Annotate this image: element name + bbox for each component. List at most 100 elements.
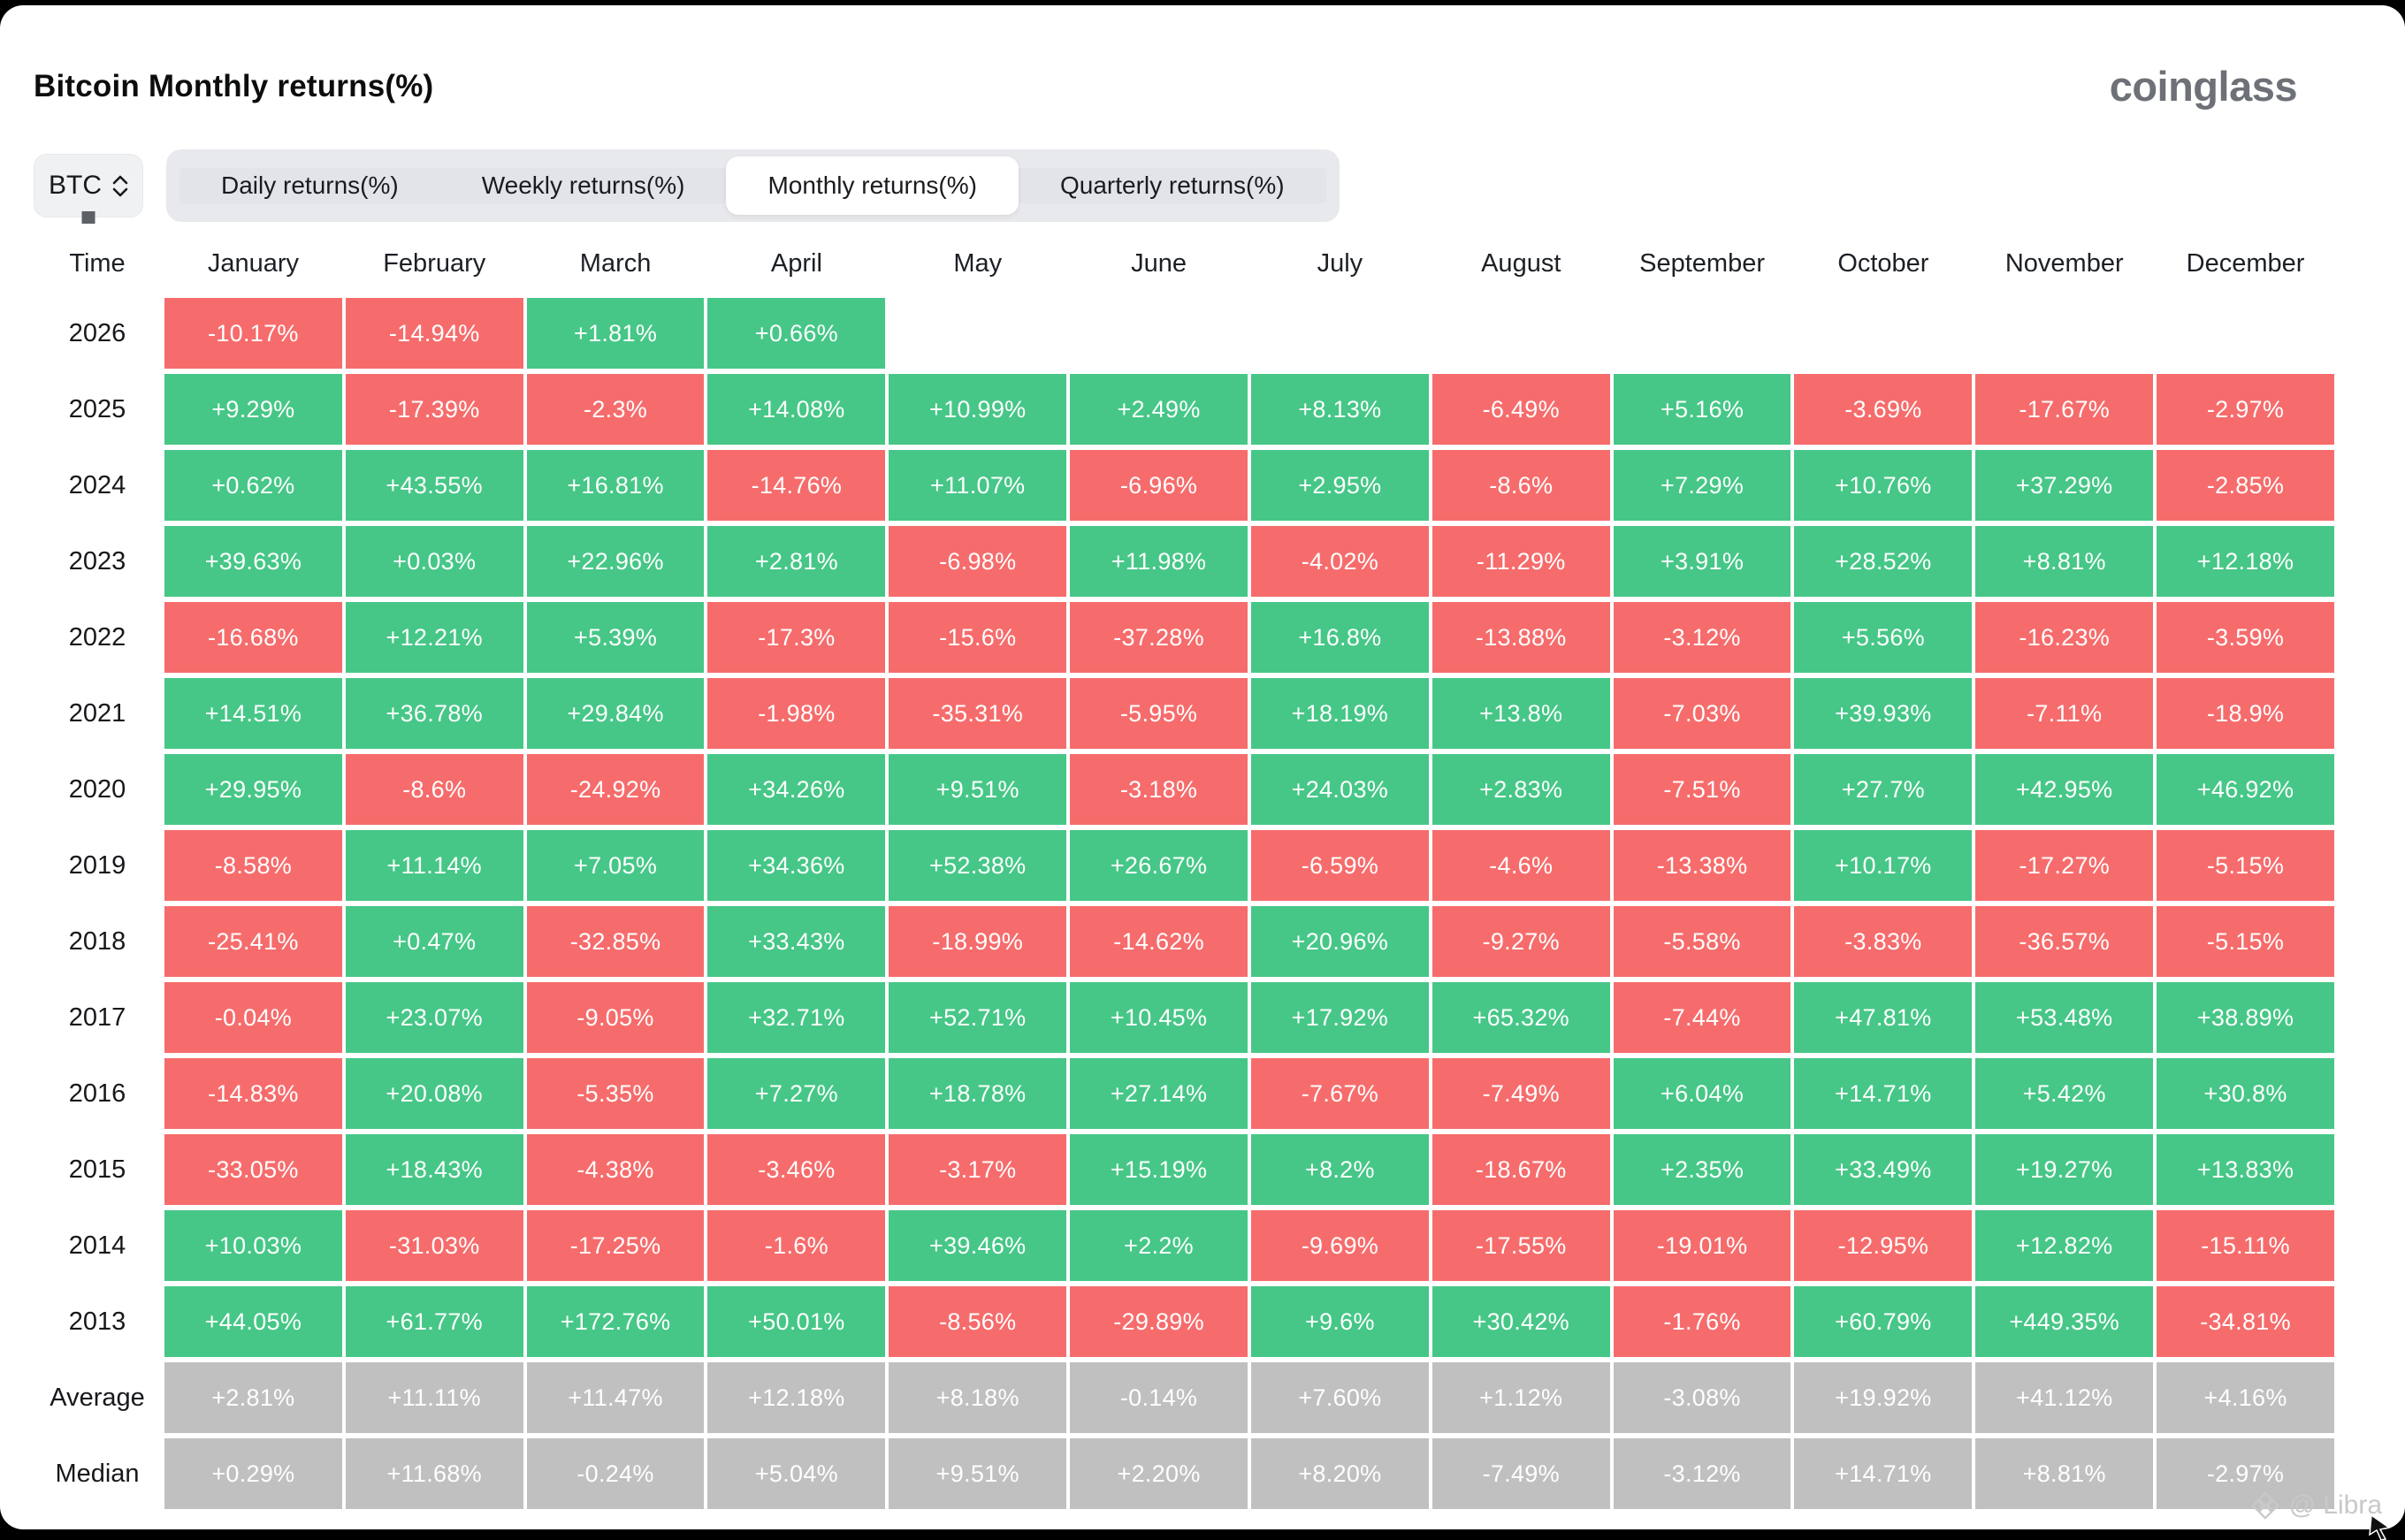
return-cell: -7.44% — [1613, 982, 1791, 1053]
return-cell: +43.55% — [345, 450, 523, 521]
return-cell: +11.14% — [345, 830, 523, 901]
return-cell: +38.89% — [2157, 982, 2334, 1053]
return-cell: -12.95% — [1794, 1210, 1973, 1281]
return-cell: -7.49% — [1432, 1058, 1610, 1129]
return-cell: +39.63% — [164, 526, 342, 597]
return-cell: +0.66% — [707, 298, 886, 369]
month-column-header: June — [1131, 248, 1187, 278]
return-cell: -3.83% — [1794, 906, 1973, 977]
return-cell: +29.95% — [164, 754, 342, 825]
return-cell: +19.92% — [1794, 1362, 1973, 1433]
return-cell: +10.99% — [889, 374, 1067, 445]
return-cell: +14.71% — [1794, 1058, 1973, 1129]
return-cell: +46.92% — [2157, 754, 2334, 825]
time-column-header: Time — [69, 248, 126, 278]
return-cell: -4.38% — [526, 1134, 705, 1205]
return-cell: -0.24% — [526, 1438, 705, 1509]
tab-quarterly[interactable]: Quarterly returns(%) — [1059, 172, 1285, 199]
coinglass-logo: coinglass — [2109, 63, 2298, 110]
returns-tabbar: Daily returns(%) Weekly returns(%) Monthly… — [166, 149, 1340, 222]
year-row-label: 2021 — [68, 698, 126, 728]
return-cell: -5.35% — [526, 1058, 705, 1129]
return-cell: +22.96% — [526, 526, 705, 597]
app-window: Bitcoin Monthly returns(%) coinglass BTC… — [0, 5, 2405, 1529]
return-cell: -34.81% — [2157, 1286, 2334, 1357]
return-cell: +33.43% — [707, 906, 886, 977]
return-cell: -3.46% — [707, 1134, 886, 1205]
return-cell: +0.29% — [164, 1438, 342, 1509]
tab-weekly[interactable]: Weekly returns(%) — [481, 172, 685, 199]
year-row-label: 2018 — [68, 926, 126, 956]
return-cell: +61.77% — [345, 1286, 523, 1357]
return-cell: -32.85% — [526, 906, 705, 977]
return-cell: -7.51% — [1613, 754, 1791, 825]
return-cell: +30.42% — [1432, 1286, 1610, 1357]
return-cell: -7.49% — [1432, 1438, 1610, 1509]
return-cell: -7.11% — [1975, 678, 2154, 749]
return-cell: -4.6% — [1432, 830, 1610, 901]
return-cell: -1.6% — [707, 1210, 886, 1281]
return-cell: -5.58% — [1613, 906, 1791, 977]
return-cell: +18.43% — [345, 1134, 523, 1205]
return-cell: +12.18% — [707, 1362, 886, 1433]
controls-row: BTC Daily returns(%) Weekly returns(%) Mon… — [0, 149, 2405, 224]
return-cell — [1432, 298, 1610, 369]
return-cell: +19.27% — [1975, 1134, 2154, 1205]
return-cell: -5.15% — [2157, 830, 2334, 901]
return-cell: -6.96% — [1070, 450, 1248, 521]
return-cell: +47.81% — [1794, 982, 1973, 1053]
return-cell: -17.39% — [345, 374, 523, 445]
return-cell: -16.68% — [164, 602, 342, 673]
return-cell — [1251, 298, 1429, 369]
return-cell: +7.29% — [1613, 450, 1791, 521]
return-cell: +9.6% — [1250, 1286, 1429, 1357]
return-cell: +10.45% — [1070, 982, 1248, 1053]
return-cell: -1.98% — [707, 678, 886, 749]
return-cell: +16.81% — [526, 450, 705, 521]
return-cell: -17.67% — [1975, 374, 2154, 445]
return-cell: +172.76% — [526, 1286, 705, 1357]
month-column-header: May — [953, 248, 1003, 278]
return-cell: +11.47% — [526, 1362, 705, 1433]
return-cell: -19.01% — [1613, 1210, 1791, 1281]
return-cell: -6.98% — [889, 526, 1067, 597]
symbol-select[interactable]: BTC — [34, 154, 143, 224]
return-cell: -3.12% — [1613, 1438, 1791, 1509]
return-cell: -3.59% — [2157, 602, 2334, 673]
return-cell: +44.05% — [164, 1286, 342, 1357]
return-cell: +52.38% — [889, 830, 1067, 901]
return-cell: +0.62% — [164, 450, 342, 521]
tab-daily[interactable]: Daily returns(%) — [221, 172, 399, 199]
return-cell: +34.36% — [707, 830, 886, 901]
return-cell: +34.26% — [707, 754, 886, 825]
return-cell: +8.13% — [1250, 374, 1429, 445]
return-cell: +7.27% — [707, 1058, 886, 1129]
symbol-select-value: BTC — [49, 171, 102, 200]
return-cell: -14.94% — [345, 298, 523, 369]
return-cell: +18.78% — [889, 1058, 1067, 1129]
return-cell: +8.18% — [889, 1362, 1067, 1433]
return-cell: +5.56% — [1794, 602, 1973, 673]
return-cell: +11.98% — [1070, 526, 1248, 597]
return-cell: +9.51% — [889, 754, 1067, 825]
return-cell: -5.15% — [2157, 906, 2334, 977]
month-column-header: October — [1837, 248, 1929, 278]
return-cell: -3.18% — [1070, 754, 1248, 825]
return-cell: +20.96% — [1250, 906, 1429, 977]
return-cell: +27.14% — [1070, 1058, 1248, 1129]
return-cell: +5.04% — [707, 1438, 886, 1509]
month-column-header: March — [579, 248, 652, 278]
year-row-label: 2025 — [68, 394, 126, 423]
return-cell: -0.04% — [164, 982, 342, 1053]
page-header: Bitcoin Monthly returns(%) coinglass — [0, 5, 2405, 111]
month-column-header: July — [1317, 248, 1363, 278]
return-cell: -5.95% — [1070, 678, 1248, 749]
return-cell: +2.2% — [1070, 1210, 1248, 1281]
return-cell: -3.12% — [1613, 602, 1791, 673]
return-cell: -11.29% — [1432, 526, 1610, 597]
return-cell: +2.35% — [1613, 1134, 1791, 1205]
tab-monthly[interactable]: Monthly returns(%) — [726, 156, 1019, 215]
return-cell: +60.79% — [1794, 1286, 1973, 1357]
return-cell: +5.42% — [1975, 1058, 2154, 1129]
return-cell: -31.03% — [345, 1210, 523, 1281]
